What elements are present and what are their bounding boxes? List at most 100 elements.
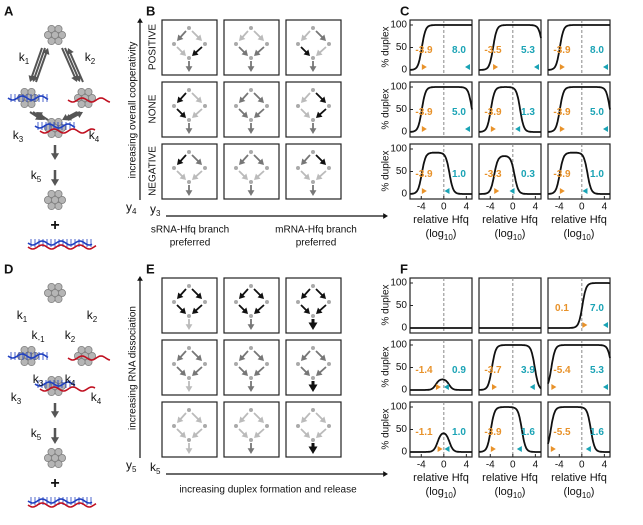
subscript-label: k3 (11, 390, 22, 406)
half-point-left: -5.4 (553, 365, 571, 376)
arrow-head (185, 128, 193, 134)
arrow (194, 304, 203, 312)
arrow-head (257, 292, 264, 299)
state-dot (172, 42, 176, 46)
half-point-left: -3.9 (484, 427, 502, 438)
arrow (39, 113, 49, 121)
state-dot (311, 376, 315, 380)
sub: 3 (19, 135, 24, 144)
x-axis-label: relative Hfq (482, 472, 538, 484)
sub: 4 (95, 135, 100, 144)
arrow-head (308, 446, 318, 454)
panel-label: A (4, 3, 14, 18)
state-dot (203, 424, 207, 428)
panel-label: C (400, 3, 410, 18)
x-tick-label: 4 (464, 202, 470, 213)
arrow-head (316, 307, 323, 314)
y-tick-label: 50 (396, 362, 408, 373)
half-point-left: -3.9 (553, 169, 571, 180)
right-marker (585, 446, 591, 452)
half-point-left: -3.7 (484, 365, 502, 376)
half-point-right: 1.0 (452, 169, 466, 180)
x-tick-label: -4 (555, 460, 564, 471)
arrow-head (185, 324, 193, 330)
arrow-head (319, 292, 326, 299)
half-point-right: 5.3 (590, 365, 604, 376)
state-dot (203, 166, 207, 170)
right-marker (603, 384, 608, 390)
arrow (179, 92, 187, 101)
arrow-head (303, 369, 310, 376)
arrow (318, 304, 327, 312)
subscript-label: y5 (126, 458, 137, 474)
arrow-head (301, 34, 308, 41)
arrow-head (50, 179, 60, 186)
arrow (303, 350, 311, 359)
state-dot (249, 118, 253, 122)
arrow-head (316, 111, 323, 118)
base: k (85, 50, 92, 64)
base: k (13, 128, 20, 142)
state-dot (327, 42, 331, 46)
arrow-head (195, 416, 202, 423)
hfq-subunit (54, 447, 63, 456)
hfq-subunit (20, 100, 29, 109)
arrow-head (185, 66, 193, 72)
subscript-label: k2 (87, 308, 98, 324)
arrow-head (195, 34, 202, 41)
y-axis-label: % duplex (381, 26, 392, 67)
arrow-head (192, 49, 199, 56)
arrow-head (316, 369, 323, 376)
y-axis-label: % duplex (381, 88, 392, 129)
duplex-curve (479, 86, 541, 133)
arrow-head (257, 34, 264, 41)
left-marker (493, 64, 499, 70)
x-axis-unit: (log10) (495, 486, 526, 500)
hfq-subunit (54, 282, 63, 291)
right-marker (465, 126, 470, 132)
hfq-subunit (84, 345, 93, 354)
arrow (176, 108, 184, 116)
arrow (300, 304, 308, 312)
x-axis-unit: (log10) (564, 228, 595, 242)
x-axis-unit: (log10) (426, 228, 457, 242)
x-tick-label: 0 (441, 202, 447, 213)
state-dot (249, 314, 253, 318)
state-dot (296, 42, 300, 46)
arrow-head (241, 49, 248, 56)
plot-frame (409, 19, 473, 76)
arrow-head (247, 128, 255, 134)
half-point-left: -3.9 (415, 45, 433, 56)
state-dot (234, 166, 238, 170)
arrow-head (239, 416, 246, 423)
arrow (191, 412, 200, 421)
x-tick-label: 4 (602, 202, 608, 213)
base: (log (564, 228, 582, 240)
sub: 3 (156, 209, 161, 218)
arrow-head (192, 369, 199, 376)
left-marker (494, 188, 500, 194)
arrow (238, 108, 246, 116)
arrow (303, 154, 311, 163)
base: k (65, 372, 72, 386)
arrow-head (195, 292, 202, 299)
arrow-head (309, 66, 317, 72)
arrow-head (303, 173, 310, 180)
half-point-left: -1.4 (415, 365, 433, 376)
hfq-subunit (47, 202, 56, 211)
arrow-head (137, 276, 143, 281)
arrow (61, 47, 76, 79)
sub: 1 (25, 57, 30, 66)
x-axis-unit: (log10) (426, 486, 457, 500)
sub: 5 (132, 465, 137, 474)
base: k (87, 308, 94, 322)
sub: 2 (71, 335, 76, 344)
half-point-left: -3.9 (484, 107, 502, 118)
left-marker (559, 126, 565, 132)
arrow-head (137, 18, 143, 23)
state-dot (172, 300, 176, 304)
arrow (315, 30, 324, 39)
arrow (303, 30, 311, 39)
rna-strand (27, 502, 97, 508)
arrow (179, 30, 187, 39)
